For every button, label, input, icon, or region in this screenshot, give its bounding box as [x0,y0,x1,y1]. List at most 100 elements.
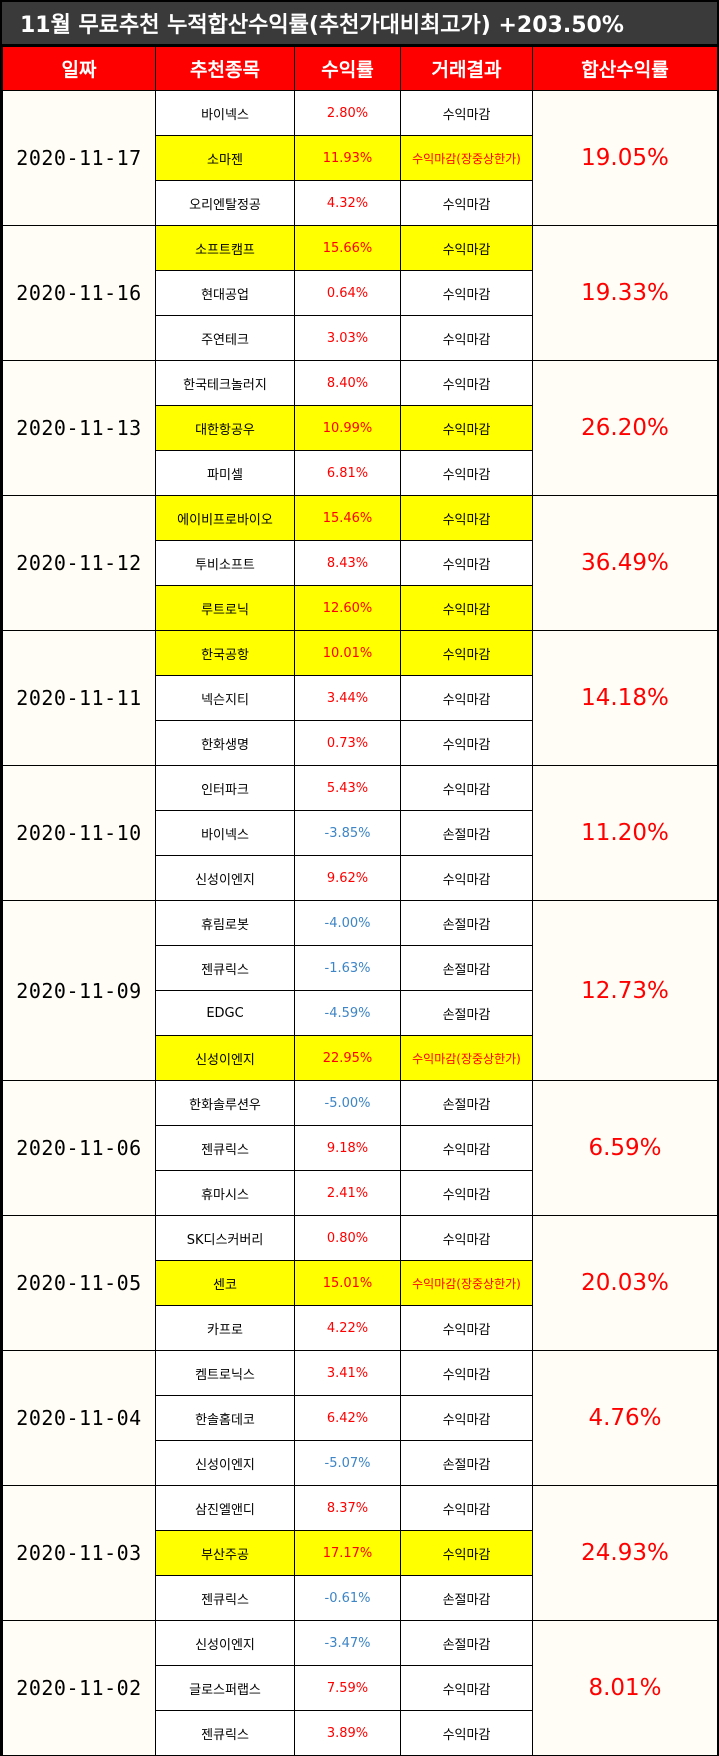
stock-name-cell: 신성이엔지 [155,1440,295,1486]
return-rate-cell: -1.63% [294,945,401,991]
table-row: 2020-11-11 한국공항 10.01% 수익마감 14.18% [2,630,718,766]
trade-result-cell: 수익마감 [400,405,533,451]
return-rate-cell: 15.66% [294,225,401,271]
date-cell: 2020-11-10 [2,765,156,901]
table-row: 투비소프트 8.43% 수익마감 [3,540,718,586]
table-row: 2020-11-10 인터파크 5.43% 수익마감 11.20% [2,765,718,901]
total-return-cell: 20.03% [532,1215,718,1351]
total-return-cell: 24.93% [532,1485,718,1621]
return-rate-cell: -5.00% [294,1080,401,1126]
stock-name-cell: 젠큐릭스 [155,1710,295,1756]
trade-result-cell: 수익마감 [400,1170,533,1216]
return-rate-cell: 2.80% [294,90,401,136]
return-rate-cell: 17.17% [294,1530,401,1576]
stock-name-cell: 신성이엔지 [155,855,295,901]
table-row: 현대공업 0.64% 수익마감 [3,270,718,316]
stock-name-cell: 파미셀 [155,450,295,496]
return-rate-cell: 0.73% [294,720,401,766]
table-row: 신성이엔지 -5.07% 손절마감 [3,1440,718,1486]
date-cell: 2020-11-05 [2,1215,156,1351]
table-row: 2020-11-02 신성이엔지 -3.47% 손절마감 8.01% [2,1620,718,1756]
date-cell: 2020-11-09 [2,900,156,1081]
date-cell: 2020-11-17 [2,90,156,226]
trade-result-cell: 수익마감 [400,1665,533,1711]
stock-name-cell: 글로스퍼랩스 [155,1665,295,1711]
date-cell: 2020-11-03 [2,1485,156,1621]
return-rate-cell: 15.01% [294,1260,401,1306]
table-row: 휴마시스 2.41% 수익마감 [3,1170,718,1216]
stock-name-cell: 주연테크 [155,315,295,361]
table-row: 오리엔탈정공 4.32% 수익마감 [3,180,718,226]
total-return-cell: 4.76% [532,1350,718,1486]
stock-name-cell: 젠큐릭스 [155,945,295,991]
stock-name-cell: 오리엔탈정공 [155,180,295,226]
table-row: 주연테크 3.03% 수익마감 [3,315,718,361]
stock-name-cell: 켐트로닉스 [155,1350,295,1396]
stock-name-cell: 한국테크놀러지 [155,360,295,406]
return-rate-cell: 10.99% [294,405,401,451]
trade-result-cell: 수익마감 [400,540,533,586]
stock-name-cell: 신성이엔지 [155,1620,295,1666]
total-return-cell: 19.33% [532,225,718,361]
return-rate-cell: 12.60% [294,585,401,631]
table-row: 부산주공 17.17% 수익마감 [3,1530,718,1576]
table-row: 젠큐릭스 9.18% 수익마감 [3,1125,718,1171]
table-row: 젠큐릭스 -0.61% 손절마감 [3,1575,718,1621]
trade-result-cell: 수익마감 [400,180,533,226]
total-return-cell: 8.01% [532,1620,718,1756]
table-header-row: 일짜 추천종목 수익률 거래결과 합산수익률 [2,46,718,91]
return-rate-cell: -3.85% [294,810,401,856]
total-return-cell: 19.05% [532,90,718,226]
stock-name-cell: 한솔홈데코 [155,1395,295,1441]
return-rate-cell: 6.42% [294,1395,401,1441]
stock-name-cell: 넥슨지티 [155,675,295,721]
header-total: 합산수익률 [532,46,718,91]
stock-name-cell: 젠큐릭스 [155,1125,295,1171]
return-rate-cell: -5.07% [294,1440,401,1486]
table-row: 신성이엔지 9.62% 수익마감 [3,855,718,901]
stock-name-cell: 카프로 [155,1305,295,1351]
date-cell: 2020-11-02 [2,1620,156,1756]
table-row: 카프로 4.22% 수익마감 [3,1305,718,1351]
stock-name-cell: 삼진엘앤디 [155,1485,295,1531]
return-rate-cell: 9.18% [294,1125,401,1171]
return-rate-cell: 5.43% [294,765,401,811]
stock-name-cell: SK디스커버리 [155,1215,295,1261]
trade-result-cell: 수익마감 [400,1530,533,1576]
trade-result-cell: 손절마감 [400,900,533,946]
trade-result-cell: 수익마감 [400,450,533,496]
trade-result-cell: 수익마감 [400,585,533,631]
return-rate-cell: 22.95% [294,1035,401,1081]
table-row: 2020-11-16 소프트캠프 15.66% 수익마감 19.33% [2,225,718,361]
stock-name-cell: 휴마시스 [155,1170,295,1216]
date-cell: 2020-11-13 [2,360,156,496]
trade-result-cell: 수익마감(장중상한가) [400,1260,533,1306]
total-return-cell: 6.59% [532,1080,718,1216]
table-row: 넥슨지티 3.44% 수익마감 [3,675,718,721]
stock-name-cell: 루트로닉 [155,585,295,631]
stock-name-cell: 젠큐릭스 [155,1575,295,1621]
stock-name-cell: 신성이엔지 [155,1035,295,1081]
stock-name-cell: 바이넥스 [155,90,295,136]
trade-result-cell: 수익마감 [400,1305,533,1351]
stock-name-cell: 소프트캠프 [155,225,295,271]
trade-result-cell: 손절마감 [400,1080,533,1126]
header-stock: 추천종목 [155,46,295,91]
stock-name-cell: 부산주공 [155,1530,295,1576]
return-rate-cell: 10.01% [294,630,401,676]
return-rate-cell: -4.00% [294,900,401,946]
trade-result-cell: 수익마감 [400,1125,533,1171]
return-rate-cell: 3.44% [294,675,401,721]
trade-result-cell: 수익마감 [400,90,533,136]
total-return-cell: 26.20% [532,360,718,496]
stock-name-cell: 휴림로봇 [155,900,295,946]
trade-result-cell: 손절마감 [400,1575,533,1621]
return-rate-cell: 15.46% [294,495,401,541]
stock-name-cell: 현대공업 [155,270,295,316]
page-title: 11월 무료추천 누적합산수익률(추천가대비최고가) +203.50% [2,2,717,46]
stock-name-cell: 센코 [155,1260,295,1306]
trade-result-cell: 수익마감 [400,495,533,541]
return-rate-cell: 4.32% [294,180,401,226]
header-rate: 수익률 [294,46,401,91]
table-row: 바이넥스 -3.85% 손절마감 [3,810,718,856]
